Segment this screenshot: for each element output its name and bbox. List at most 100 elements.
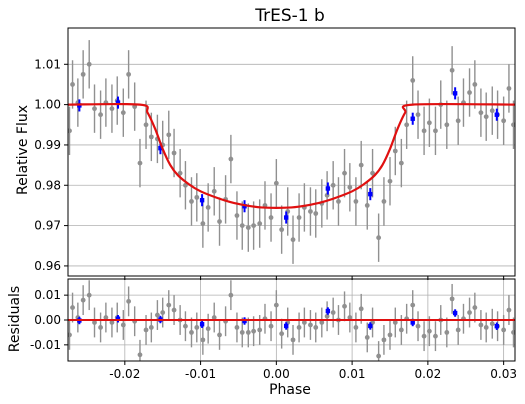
data-point-main-24 [200, 221, 206, 226]
binned-point-main-6 [325, 186, 331, 191]
data-point-residuals-26 [211, 315, 217, 320]
data-point-main-13 [137, 160, 143, 166]
data-point-main-71 [467, 90, 472, 95]
data-point-main-56 [381, 198, 387, 204]
data-point-main-62 [415, 112, 421, 118]
data-point-main-73 [478, 110, 484, 116]
xtick-label-residuals-4: 0.02 [415, 367, 442, 381]
data-point-residuals-10 [120, 322, 126, 328]
binned-point-residuals-8 [410, 320, 415, 325]
binned-point-residuals-3 [199, 322, 205, 327]
data-point-main-53 [364, 203, 370, 208]
data-point-main-72 [472, 82, 478, 87]
data-point-main-50 [347, 184, 353, 190]
data-point-main-37 [273, 180, 279, 186]
data-point-main-57 [387, 178, 393, 184]
binned-point-main-7 [368, 191, 373, 197]
data-point-residuals-14 [143, 327, 149, 333]
data-point-main-10 [120, 110, 126, 116]
data-point-main-5 [92, 106, 97, 112]
transit-model-line [68, 102, 515, 209]
ytick-label-main-5: 1.01 [34, 57, 61, 71]
binned-point-main-5 [283, 215, 289, 220]
binned-point-main-1 [115, 100, 121, 105]
data-point-main-64 [426, 120, 432, 126]
ytick-label-residuals-1: 0.00 [34, 313, 61, 327]
data-point-residuals-31 [239, 330, 245, 335]
data-point-main-14 [143, 122, 149, 128]
data-point-main-47 [330, 182, 336, 188]
data-point-main-43 [308, 209, 313, 214]
data-point-main-8 [109, 106, 115, 112]
data-point-residuals-42 [301, 320, 307, 325]
binned-point-main-8 [410, 116, 415, 121]
binned-point-main-2 [158, 145, 163, 151]
data-point-residuals-36 [268, 323, 274, 329]
binned-point-main-10 [494, 112, 500, 117]
data-point-residuals-55 [376, 353, 382, 359]
data-point-residuals-52 [358, 306, 364, 312]
data-point-main-23 [194, 194, 200, 200]
data-point-residuals-51 [353, 325, 359, 330]
data-point-residuals-19 [171, 307, 177, 313]
ytick-label-main-0: 0.96 [34, 259, 61, 273]
data-point-residuals-11 [126, 298, 132, 304]
data-point-main-48 [336, 198, 341, 204]
data-point-residuals-32 [245, 330, 251, 335]
binned-point-residuals-1 [115, 316, 121, 321]
data-point-main-26 [211, 188, 217, 194]
data-point-main-55 [376, 235, 382, 241]
data-point-residuals-44 [313, 325, 319, 330]
xtick-label-residuals-1: -0.01 [185, 367, 216, 381]
data-point-residuals-21 [183, 323, 188, 329]
data-point-residuals-15 [148, 325, 154, 330]
ytick-label-main-4: 1.00 [34, 98, 61, 112]
data-point-main-41 [296, 215, 302, 220]
data-point-residuals-49 [342, 303, 347, 309]
data-point-residuals-1 [70, 305, 75, 310]
data-point-residuals-56 [381, 337, 387, 343]
data-point-residuals-74 [483, 325, 489, 330]
data-point-residuals-4 [86, 292, 92, 298]
xtick-label-residuals-0: -0.02 [109, 367, 140, 381]
data-point-residuals-40 [290, 337, 296, 343]
binned-point-residuals-10 [494, 324, 500, 329]
data-point-residuals-59 [398, 327, 404, 333]
data-point-main-36 [268, 215, 274, 220]
data-point-residuals-73 [478, 322, 484, 328]
data-point-main-67 [444, 122, 450, 128]
data-point-residuals-79 [511, 330, 515, 335]
data-point-main-21 [183, 182, 188, 188]
data-point-main-58 [392, 148, 398, 154]
data-point-main-20 [177, 170, 183, 176]
data-point-main-31 [239, 223, 245, 228]
data-point-residuals-43 [308, 322, 313, 328]
raw-points-main [68, 40, 515, 264]
binned-point-main-9 [452, 91, 458, 96]
data-point-residuals-37 [273, 302, 279, 308]
data-point-main-18 [166, 132, 172, 138]
data-point-residuals-7 [103, 315, 109, 320]
data-point-residuals-65 [433, 333, 438, 339]
data-point-main-44 [313, 211, 319, 216]
data-point-main-27 [217, 219, 222, 224]
binned-point-residuals-7 [368, 323, 373, 329]
data-point-residuals-46 [324, 313, 330, 319]
data-point-residuals-71 [467, 310, 472, 315]
data-point-main-75 [489, 108, 495, 114]
ytick-label-residuals-2: 0.01 [34, 288, 61, 302]
data-point-main-38 [279, 227, 285, 233]
data-point-main-65 [433, 128, 438, 134]
data-point-residuals-18 [166, 302, 172, 308]
y-axis-label-main: Relative Flux [15, 105, 31, 195]
data-point-residuals-5 [92, 320, 97, 325]
data-layer [68, 40, 515, 361]
data-point-main-63 [421, 128, 427, 134]
data-point-main-77 [501, 118, 507, 124]
ytick-label-main-1: 0.97 [34, 219, 61, 233]
data-point-main-11 [126, 71, 132, 77]
data-point-residuals-64 [426, 328, 432, 334]
model-layer [68, 102, 515, 321]
data-point-main-51 [353, 198, 359, 204]
binned-point-main-3 [199, 197, 205, 203]
